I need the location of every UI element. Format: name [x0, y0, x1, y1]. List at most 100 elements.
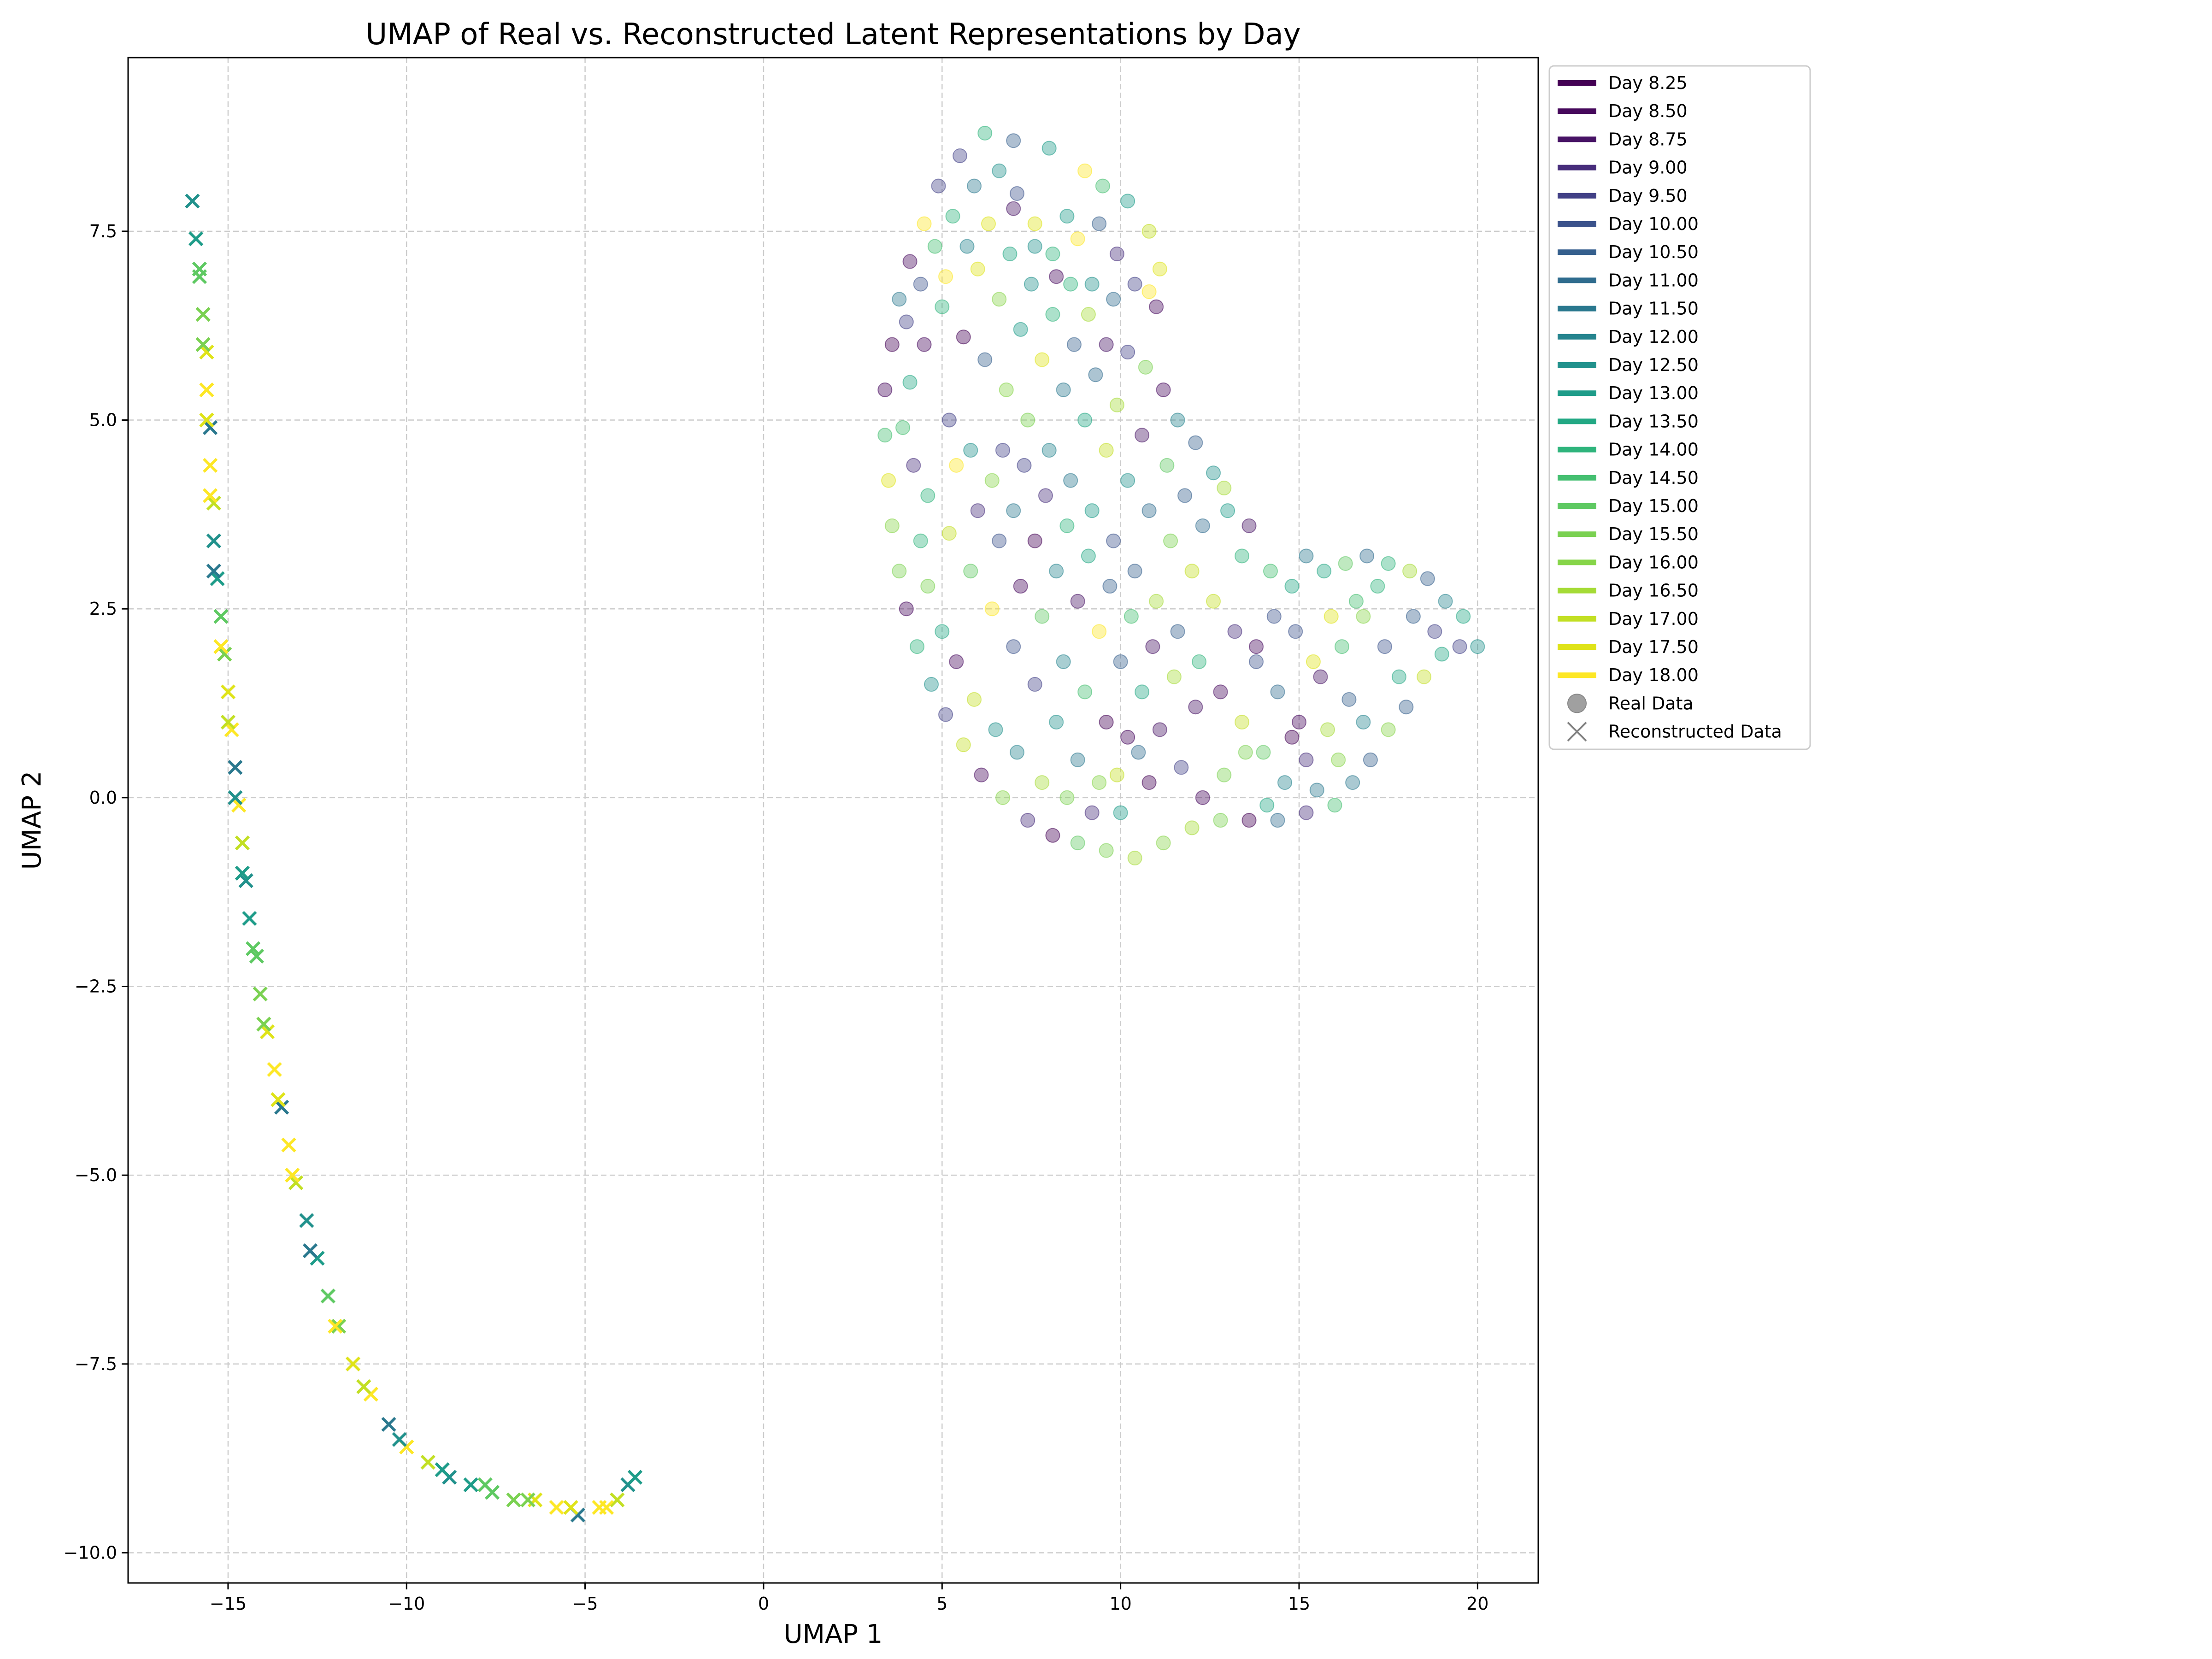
- reconstructed-marker-stroke: [235, 865, 250, 881]
- real-data-point: [1213, 813, 1228, 828]
- reconstructed-data-point: [256, 1017, 271, 1032]
- real-data-point: [1277, 775, 1292, 790]
- real-data-point: [1338, 556, 1353, 571]
- reconstructed-marker-stroke: [331, 1318, 347, 1334]
- real-data-point: [1259, 798, 1275, 813]
- real-data-point: [1092, 624, 1107, 639]
- legend-label-day: Day 11.50: [1608, 299, 1699, 319]
- real-data-point: [1077, 684, 1093, 700]
- real-data-point: [1084, 503, 1100, 518]
- legend-label-day: Day 10.00: [1608, 214, 1699, 234]
- real-data-point: [1266, 609, 1282, 624]
- real-data-point: [963, 564, 978, 579]
- reconstructed-marker-stroke: [320, 1288, 335, 1304]
- reconstructed-data-point: [260, 1024, 275, 1039]
- real-data-point: [1070, 231, 1085, 247]
- reconstructed-data-point: [199, 382, 214, 398]
- real-data-point: [977, 125, 993, 141]
- reconstructed-marker-stroke: [570, 1507, 586, 1523]
- real-data-point: [1291, 714, 1306, 729]
- legend-label-day: Day 14.50: [1608, 468, 1699, 488]
- real-data-point: [1109, 767, 1124, 782]
- reconstructed-marker-stroke: [610, 1492, 625, 1507]
- real-data-point: [970, 261, 985, 276]
- real-data-point: [1249, 654, 1264, 669]
- real-data-point: [938, 269, 953, 284]
- reconstructed-marker-stroke: [520, 1492, 535, 1507]
- real-data-point: [995, 790, 1010, 805]
- reconstructed-data-point: [285, 1168, 300, 1183]
- real-data-point: [1381, 556, 1396, 571]
- real-data-point: [1270, 684, 1285, 700]
- real-data-point: [895, 420, 911, 435]
- real-data-point: [1059, 518, 1075, 533]
- real-data-point: [1195, 790, 1210, 805]
- real-data-point: [1017, 458, 1032, 473]
- plot-frame: [127, 57, 1539, 1584]
- y-tick-label: 0.0: [89, 788, 117, 808]
- reconstructed-data-point: [331, 1318, 347, 1334]
- real-data-point: [1045, 307, 1060, 322]
- reconstructed-marker-stroke: [249, 948, 265, 964]
- reconstructed-data-point: [235, 865, 250, 881]
- reconstructed-marker-stroke: [199, 412, 214, 428]
- real-data-point: [981, 216, 996, 231]
- real-data-point: [1288, 624, 1303, 639]
- real-data-point: [935, 299, 950, 314]
- reconstructed-marker-stroke: [231, 798, 247, 813]
- real-data-point: [1049, 714, 1064, 729]
- real-data-point: [1006, 503, 1021, 518]
- real-data-point: [1077, 163, 1093, 178]
- real-data-point: [1127, 564, 1142, 579]
- x-axis-title: UMAP 1: [784, 1619, 883, 1649]
- real-data-point: [1124, 609, 1139, 624]
- real-data-point: [1284, 729, 1300, 745]
- legend-label-day: Day 11.00: [1608, 270, 1699, 290]
- real-data-point: [1120, 194, 1135, 209]
- reconstructed-data-point: [563, 1500, 578, 1515]
- legend: Day 8.25 Day 8.50 Day 8.75 Day 9.00 Day 9.50…: [1548, 65, 1811, 750]
- x-tick-label: 15: [1288, 1594, 1310, 1614]
- real-data-point: [1331, 752, 1346, 767]
- reconstructed-marker-stroke: [235, 835, 250, 851]
- real-data-point: [1206, 465, 1221, 481]
- reconstructed-marker-stroke: [213, 609, 229, 624]
- real-data-point: [1070, 594, 1085, 609]
- real-data-point: [1213, 684, 1228, 700]
- real-data-point: [1177, 488, 1193, 503]
- reconstructed-data-point: [299, 1213, 314, 1228]
- reconstructed-marker-stroke: [213, 639, 229, 654]
- reconstructed-marker-stroke: [271, 1092, 286, 1107]
- y-tick-label: −10.0: [64, 1542, 117, 1563]
- real-data-point: [945, 209, 960, 224]
- reconstructed-marker-stroke: [242, 911, 257, 926]
- legend-label-day: Day 14.00: [1608, 440, 1699, 460]
- reconstructed-data-point: [328, 1318, 343, 1334]
- real-data-point: [1241, 813, 1257, 828]
- real-data-point: [1095, 178, 1110, 194]
- real-data-point: [1345, 775, 1360, 790]
- legend-label-day: Day 8.75: [1608, 129, 1688, 149]
- reconstructed-data-point: [238, 873, 253, 888]
- axis-ticks: −15 −10 −5 0 5 10 15 20 −10.0 −7.5 −5.0 −2.5 0.0 2.5 5…: [64, 221, 1489, 1614]
- reconstructed-marker-stroke: [220, 714, 236, 730]
- legend-label-day: Day 8.25: [1608, 73, 1688, 93]
- real-data-point: [992, 533, 1007, 548]
- x-tick-label: −10: [388, 1594, 425, 1614]
- real-data-point: [1320, 722, 1335, 737]
- real-data-point: [953, 148, 968, 164]
- legend-marker-reconstructed: [1567, 722, 1587, 742]
- real-data-point: [1024, 276, 1039, 292]
- reconstructed-marker-stroke: [199, 344, 214, 360]
- reconstructed-marker-stroke: [549, 1500, 564, 1515]
- real-data-point: [1427, 624, 1442, 639]
- reconstructed-marker-stroke: [599, 1500, 614, 1515]
- real-data-point: [1009, 186, 1024, 201]
- real-data-point: [935, 624, 950, 639]
- reconstructed-marker-stroke: [281, 1137, 296, 1153]
- reconstructed-data-point: [520, 1492, 535, 1507]
- real-data-point: [1006, 639, 1021, 654]
- reconstructed-marker-stroke: [195, 337, 211, 352]
- x-tick-label: 5: [936, 1594, 947, 1614]
